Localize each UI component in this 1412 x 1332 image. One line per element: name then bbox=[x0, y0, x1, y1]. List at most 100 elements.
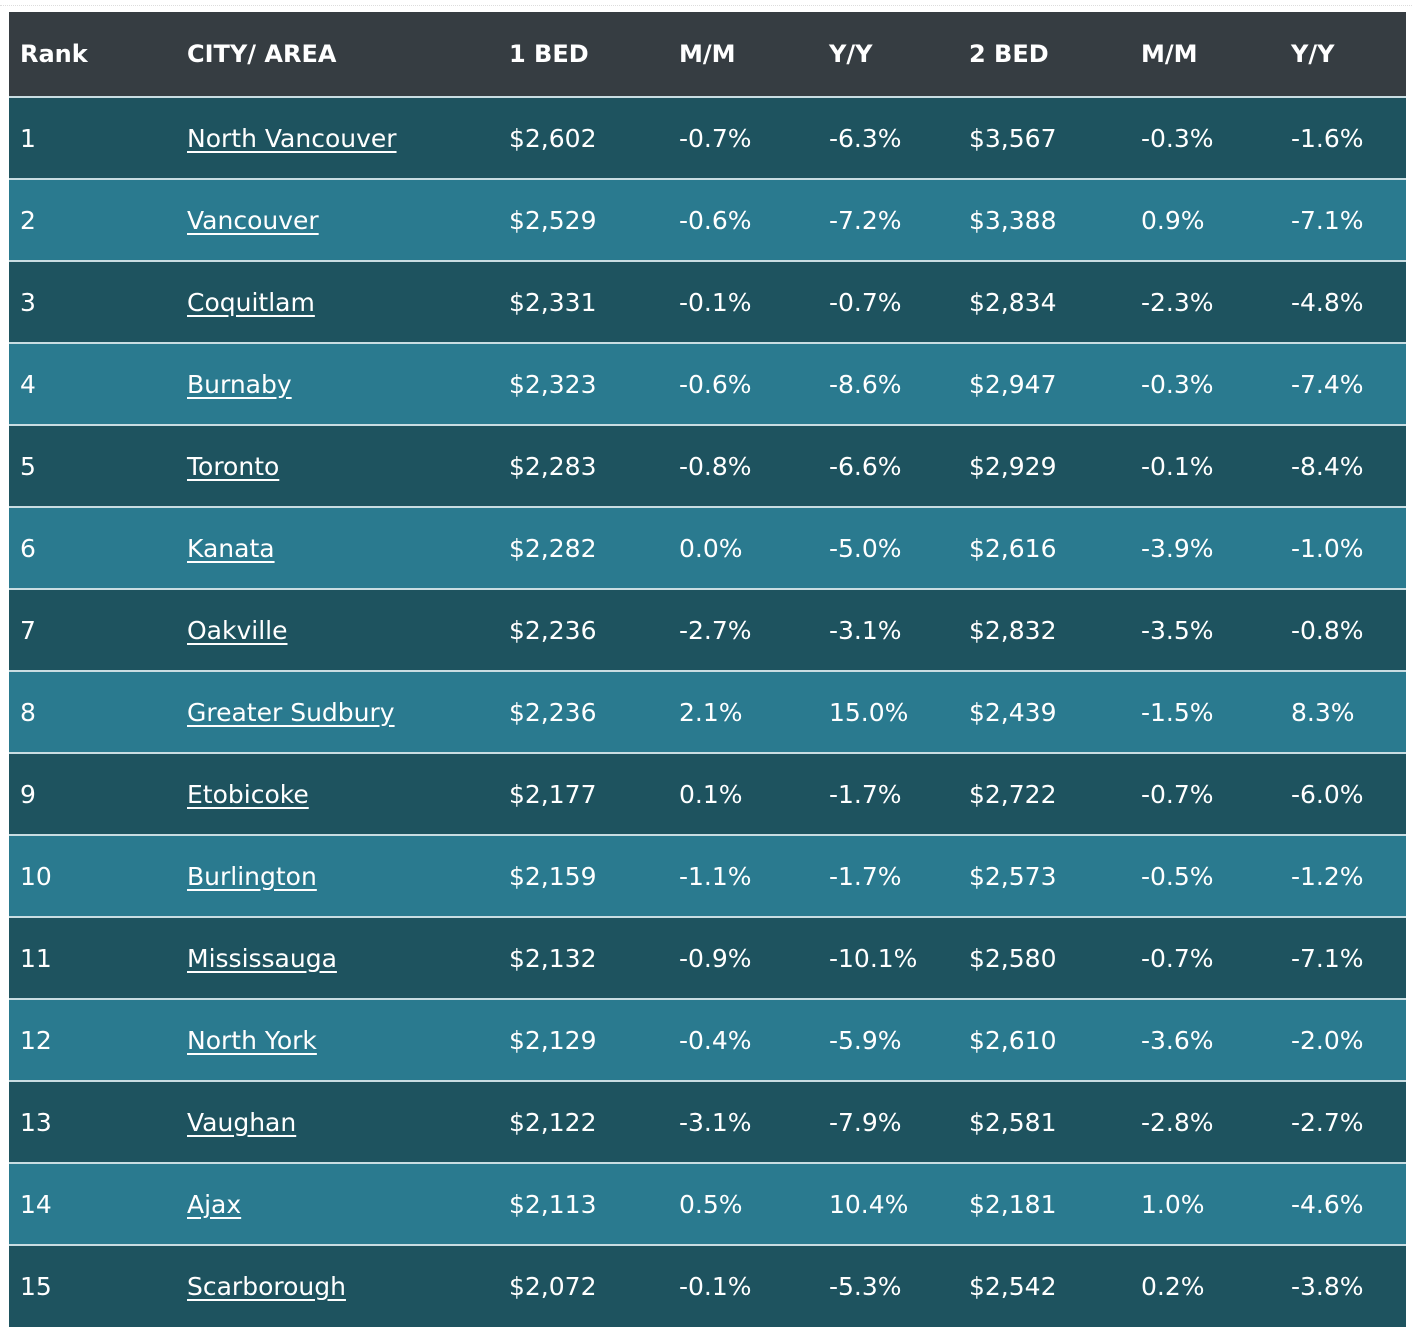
column-header: CITY/ AREA bbox=[187, 40, 337, 68]
table-cell: -7.9% bbox=[829, 1107, 902, 1137]
table-cell: $2,282 bbox=[509, 533, 597, 563]
city-link[interactable]: Coquitlam bbox=[187, 287, 315, 317]
table-cell: Etobicoke bbox=[176, 753, 498, 835]
table-cell: -4.6% bbox=[1291, 1189, 1364, 1219]
column-header: Y/Y bbox=[829, 40, 873, 68]
table-cell: -0.7% bbox=[1141, 943, 1214, 973]
city-link[interactable]: Vaughan bbox=[187, 1107, 297, 1137]
table-cell: -3.5% bbox=[1141, 615, 1214, 645]
table-cell: -0.1% bbox=[1141, 451, 1214, 481]
table-cell: 0.9% bbox=[1141, 205, 1205, 235]
table-cell: -0.5% bbox=[1141, 861, 1214, 891]
table-cell: 15.0% bbox=[829, 697, 909, 727]
table-cell: -0.8% bbox=[679, 451, 752, 481]
table-body: 1 North Vancouver $2,602 -0.7% -6.3% $3,567 -0… bbox=[9, 97, 1406, 1327]
table-cell: 7 bbox=[20, 615, 36, 645]
table-cell: $2,834 bbox=[969, 287, 1057, 317]
table-cell: -0.9% bbox=[679, 943, 752, 973]
rent-table: Rank CITY/ AREA 1 BED M/M Y/Y 2 BED M/M Y/Y 1 No… bbox=[9, 12, 1406, 1327]
table-cell: 0.5% bbox=[679, 1189, 743, 1219]
table-cell: $2,580 bbox=[969, 943, 1057, 973]
table-cell: North Vancouver bbox=[176, 97, 498, 179]
table-cell: 10 bbox=[20, 861, 52, 891]
table-cell: -6.3% bbox=[829, 123, 902, 153]
table-cell: -2.3% bbox=[1141, 287, 1214, 317]
table-cell: $2,832 bbox=[969, 615, 1057, 645]
table-cell: 4 bbox=[20, 369, 36, 399]
table-cell: Burlington bbox=[176, 835, 498, 917]
table-cell: $2,602 bbox=[509, 123, 597, 153]
table-cell: -0.6% bbox=[679, 205, 752, 235]
table-cell: Ajax bbox=[176, 1163, 498, 1245]
table-cell: 2 bbox=[20, 205, 36, 235]
city-link[interactable]: Vancouver bbox=[187, 205, 319, 235]
city-link[interactable]: Oakville bbox=[187, 615, 288, 645]
table-cell: -3.1% bbox=[829, 615, 902, 645]
table-cell: -6.0% bbox=[1291, 779, 1364, 809]
table-cell: $2,177 bbox=[509, 779, 597, 809]
table-cell: -0.7% bbox=[679, 123, 752, 153]
city-link[interactable]: North Vancouver bbox=[187, 123, 397, 153]
table-row: 9 Etobicoke $2,177 0.1% -1.7% $2,722 -0.7% -6.0… bbox=[9, 753, 1406, 835]
table-cell: -1.7% bbox=[829, 861, 902, 891]
table-cell: 11 bbox=[20, 943, 52, 973]
table-row: 14 Ajax $2,113 0.5% 10.4% $2,181 1.0% -4.6% bbox=[9, 1163, 1406, 1245]
city-link[interactable]: Mississauga bbox=[187, 943, 337, 973]
table-cell: -8.4% bbox=[1291, 451, 1364, 481]
city-link[interactable]: Greater Sudbury bbox=[187, 697, 395, 727]
table-cell: $2,616 bbox=[969, 533, 1057, 563]
table-cell: Vancouver bbox=[176, 179, 498, 261]
table-cell: Kanata bbox=[176, 507, 498, 589]
table-cell: $3,567 bbox=[969, 123, 1057, 153]
table-cell: $2,132 bbox=[509, 943, 597, 973]
table-cell: -5.3% bbox=[829, 1272, 902, 1301]
column-header: Y/Y bbox=[1291, 40, 1335, 68]
table-cell: -0.1% bbox=[679, 287, 752, 317]
table-cell: $2,929 bbox=[969, 451, 1057, 481]
table-cell: -2.0% bbox=[1291, 1025, 1364, 1055]
table-cell: -1.7% bbox=[829, 779, 902, 809]
table-cell: -6.6% bbox=[829, 451, 902, 481]
table-cell: Oakville bbox=[176, 589, 498, 671]
table-cell: 1 bbox=[20, 123, 36, 153]
table-cell: 8 bbox=[20, 697, 36, 727]
city-link[interactable]: Ajax bbox=[187, 1189, 242, 1219]
top-border bbox=[0, 5, 1412, 6]
city-link[interactable]: Toronto bbox=[187, 451, 280, 481]
city-link[interactable]: Etobicoke bbox=[187, 779, 309, 809]
table-cell: -7.1% bbox=[1291, 205, 1364, 235]
table-cell: -5.0% bbox=[829, 533, 902, 563]
table-cell: $2,072 bbox=[509, 1272, 597, 1301]
table-cell: -2.7% bbox=[1291, 1107, 1364, 1137]
table-row: 4 Burnaby $2,323 -0.6% -8.6% $2,947 -0.3% -7.4% bbox=[9, 343, 1406, 425]
table-cell: -8.6% bbox=[829, 369, 902, 399]
table-cell: $3,388 bbox=[969, 205, 1057, 235]
table-cell: 0.2% bbox=[1141, 1272, 1205, 1301]
city-link[interactable]: North York bbox=[187, 1025, 317, 1055]
table-cell: $2,581 bbox=[969, 1107, 1057, 1137]
table-header: Rank CITY/ AREA 1 BED M/M Y/Y 2 BED M/M Y/Y bbox=[9, 12, 1406, 97]
table-cell: Burnaby bbox=[176, 343, 498, 425]
table-cell: 3 bbox=[20, 287, 36, 317]
table-cell: Greater Sudbury bbox=[176, 671, 498, 753]
table-row: 10 Burlington $2,159 -1.1% -1.7% $2,573 -0.5% -… bbox=[9, 835, 1406, 917]
table-cell: -10.1% bbox=[829, 943, 918, 973]
header-row: Rank CITY/ AREA 1 BED M/M Y/Y 2 BED M/M Y/Y bbox=[9, 12, 1406, 97]
table-row: 8 Greater Sudbury $2,236 2.1% 15.0% $2,439 -1.… bbox=[9, 671, 1406, 753]
table-row: 6 Kanata $2,282 0.0% -5.0% $2,616 -3.9% -1.0% bbox=[9, 507, 1406, 589]
city-link[interactable]: Burlington bbox=[187, 861, 317, 891]
table-row: 7 Oakville $2,236 -2.7% -3.1% $2,832 -3.5% -0.8… bbox=[9, 589, 1406, 671]
table-cell: Mississauga bbox=[176, 917, 498, 999]
column-header: M/M bbox=[679, 40, 736, 68]
table-cell: -1.1% bbox=[679, 861, 752, 891]
table-cell: -3.8% bbox=[1291, 1272, 1364, 1301]
table-cell: -7.2% bbox=[829, 205, 902, 235]
city-link[interactable]: Burnaby bbox=[187, 369, 292, 399]
city-link[interactable]: Kanata bbox=[187, 533, 275, 563]
table-row: 13 Vaughan $2,122 -3.1% -7.9% $2,581 -2.8% -2.7… bbox=[9, 1081, 1406, 1163]
table-cell: $2,542 bbox=[969, 1272, 1057, 1301]
table-cell: $2,236 bbox=[509, 697, 597, 727]
city-link[interactable]: Scarborough bbox=[187, 1272, 346, 1301]
table-cell: $2,129 bbox=[509, 1025, 597, 1055]
table-cell: $2,610 bbox=[969, 1025, 1057, 1055]
